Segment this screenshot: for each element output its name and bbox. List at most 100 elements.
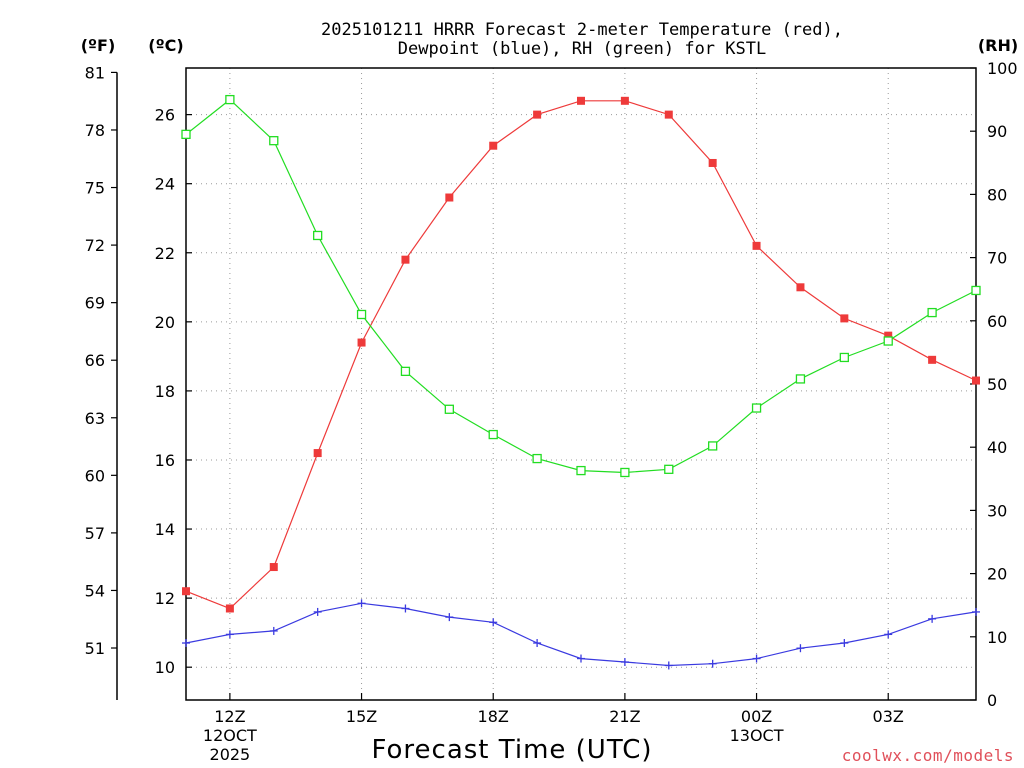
dewpoint-point [884,630,893,639]
x-tick-label: 12Z [214,707,245,726]
celsius-tick-label: 20 [155,313,175,332]
fahrenheit-tick-label: 75 [85,179,105,198]
rh-tick-label: 60 [987,312,1007,331]
2-meter-temperature-point [972,376,980,385]
dewpoint-point [357,599,366,608]
2-meter-temperature-point [752,241,761,250]
rh-point [181,129,191,140]
rh-point [971,285,981,296]
2-meter-temperature-point [401,255,410,264]
2-meter-temperature-point [884,331,893,340]
2-meter-temperature-point [445,193,454,202]
fahrenheit-unit-label: (ºF) [81,36,116,55]
dewpoint-point [708,659,717,668]
rh-tick-label: 30 [987,501,1007,520]
dewpoint-point [445,613,454,622]
rh-tick-label: 50 [987,375,1007,394]
2-meter-temperature-point [664,110,673,119]
2-meter-temperature-point [577,96,585,105]
chart-title-line2: Dewpoint (blue), RH (green) for KSTL [398,39,766,59]
2-meter-temperature-point [357,338,366,347]
fahrenheit-tick-label: 63 [85,409,105,428]
2-meter-temperature-point [620,96,629,105]
x-tick-label: 18Z [478,707,509,726]
rh-tick-label: 10 [987,628,1007,647]
fahrenheit-tick-label: 66 [85,351,105,370]
rh-point [620,467,630,478]
x-tick-label: 03Z [873,707,904,726]
celsius-tick-label: 16 [155,451,175,470]
rh-point [488,429,498,440]
rh-tick-label: 70 [987,249,1007,268]
axes-layer [111,67,977,701]
celsius-tick-label: 18 [155,382,175,401]
2-meter-temperature-point [489,141,498,150]
celsius-unit-label: (ºC) [148,36,183,55]
2-meter-temperature-point [796,283,805,292]
2-meter-temperature-point [182,587,190,596]
rh-point [883,336,893,346]
x-tick-date-label: 13OCT [730,726,784,745]
rh-tick-label: 100 [987,59,1018,78]
dewpoint-point [489,618,498,627]
rh-point [225,94,235,105]
fahrenheit-tick-label: 81 [85,63,105,82]
celsius-tick-label: 14 [155,520,175,539]
dewpoint-point [796,644,805,653]
rh-unit-label: (RH) [978,36,1018,55]
grid-layer [186,68,976,700]
dewpoint-point [928,614,937,623]
rh-point [839,352,849,363]
celsius-tick-label: 26 [155,106,175,125]
tick-labels-layer: 10 12 14 16 18 20 22 24 26 51 54 57 60 63 66 69 72 75 78 81… [85,59,1018,764]
rh-point [708,441,718,451]
plot-frame [185,67,977,701]
dewpoint-point [269,626,278,635]
dewpoint-point [840,639,849,648]
chart-title-line1: 2025101211 HRRR Forecast 2-meter Tempera… [321,20,843,40]
dewpoint-point [225,630,234,639]
rh-tick-label: 20 [987,565,1007,584]
x-tick-label: 00Z [741,707,772,726]
dewpoint-point [752,654,761,663]
dewpoint-point [533,639,542,648]
2-meter-temperature-point [708,158,717,167]
dewpoint-point [620,658,629,667]
celsius-tick-label: 10 [155,658,175,677]
rh-point [313,230,323,241]
celsius-tick-label: 12 [155,589,175,608]
2-meter-temperature-point [313,449,322,458]
dewpoint-point [313,607,322,616]
fahrenheit-tick-label: 78 [85,121,105,140]
fahrenheit-tick-label: 60 [85,466,105,485]
rh-point [269,136,279,146]
rh-point [927,307,937,318]
dewpoint-point [972,607,980,616]
rh-point [400,366,411,377]
series-layer [181,94,981,670]
rh-tick-label: 40 [987,438,1007,457]
x-tick-label: 15Z [346,707,377,726]
dewpoint-point [664,661,673,670]
2-meter-temperature-point [928,355,937,364]
dewpoint-point [401,604,410,613]
2-meter-temperature-point [269,563,278,572]
rh-tick-label: 90 [987,122,1007,141]
credit-text: coolwx.com/models [842,746,1014,765]
rh-point [576,465,586,476]
rh-point [356,309,367,320]
fahrenheit-tick-label: 72 [85,236,105,255]
2-meter-temperature-line [185,100,977,610]
fahrenheit-tick-label: 69 [85,294,105,313]
rh-line [185,98,977,474]
celsius-tick-label: 24 [155,175,175,194]
x-tick-label: 21Z [609,707,640,726]
x-tick-date-label: 12OCT [203,726,257,745]
2-meter-temperature-point [840,314,849,323]
fahrenheit-tick-label: 51 [85,639,105,658]
fahrenheit-tick-label: 57 [85,524,105,543]
rh-point [751,403,762,413]
rh-tick-label: 80 [987,185,1007,204]
rh-tick-label: 0 [987,691,997,710]
dewpoint-point [577,654,585,663]
